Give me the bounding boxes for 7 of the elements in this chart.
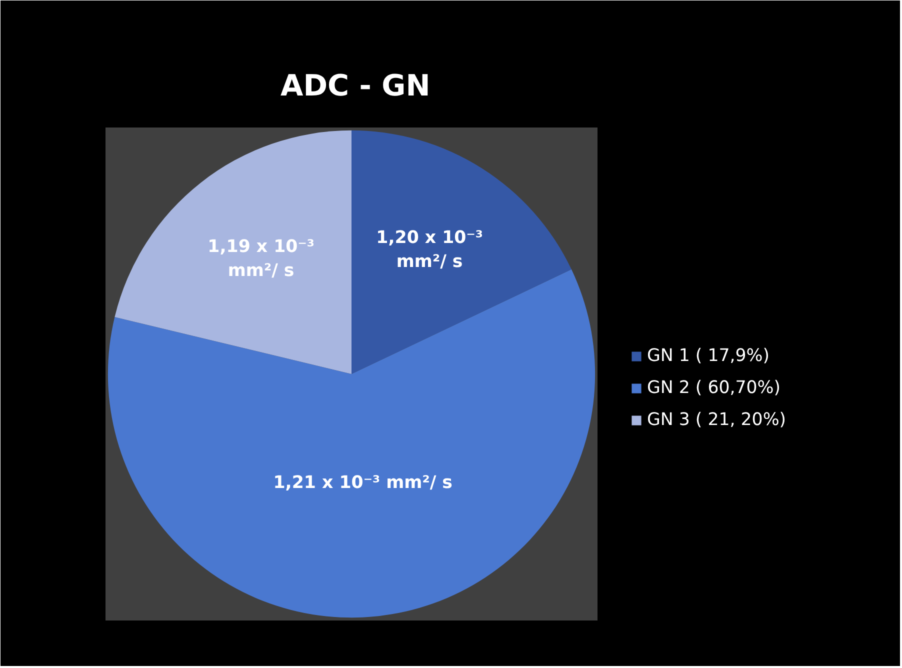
text: 1,21 x 10⁻³ mm²/ s <box>273 473 453 494</box>
legend-label: GN 1 ( 17,9%) <box>647 346 770 366</box>
legend-label: GN 3 ( 21, 20%) <box>647 410 786 430</box>
text: 1,19 x 10⁻³ mm²/ s <box>208 236 314 281</box>
chart-title: ADC - GN <box>280 68 430 102</box>
legend-label: GN 2 ( 60,70%) <box>647 378 781 398</box>
text: 1,20 x 10⁻³ mm²/ s <box>376 228 483 272</box>
